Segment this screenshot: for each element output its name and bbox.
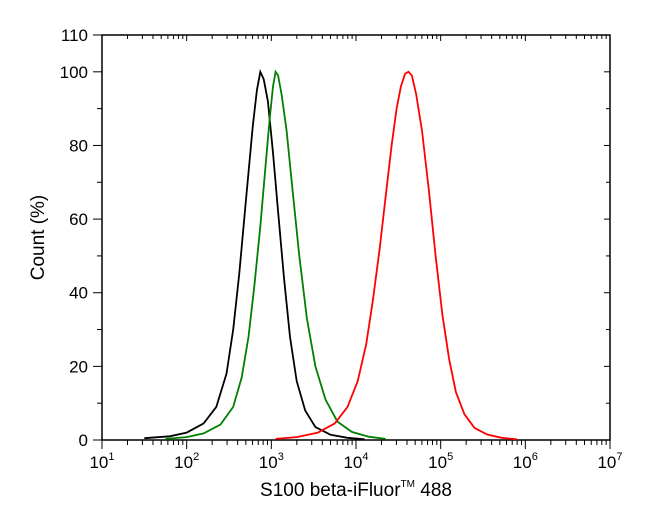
x-tick-label: 103 [259, 451, 284, 472]
y-tick-label: 60 [69, 210, 88, 229]
x-tick-label: 105 [428, 451, 453, 472]
y-tick-label: 110 [61, 26, 88, 45]
y-axis-title: Count (%) [28, 195, 49, 281]
x-tick-label: 102 [174, 451, 199, 472]
x-tick-label: 104 [343, 451, 368, 472]
y-tick-label: 20 [69, 357, 88, 376]
y-tick-label: 80 [69, 136, 88, 155]
x-axis-title: S100 beta-iFluorTM 488 [260, 479, 452, 501]
series-stained [276, 72, 517, 440]
x-tick-label: 107 [597, 451, 622, 472]
y-tick-label: 40 [69, 284, 88, 303]
chart-svg: 101 102 103 104 105 106 107 0 20 40 60 80 100 110 Coun… [0, 0, 650, 519]
plot-area [102, 35, 610, 440]
x-tick-label: 101 [89, 451, 114, 472]
series-isotype-control [166, 72, 386, 439]
series-unstained [144, 72, 364, 440]
y-tick-label: 100 [60, 63, 88, 82]
flow-cytometry-histogram: 101 102 103 104 105 106 107 0 20 40 60 80 100 110 Coun… [0, 0, 650, 519]
x-tick-label: 106 [513, 451, 538, 472]
y-tick-label: 0 [79, 431, 88, 450]
